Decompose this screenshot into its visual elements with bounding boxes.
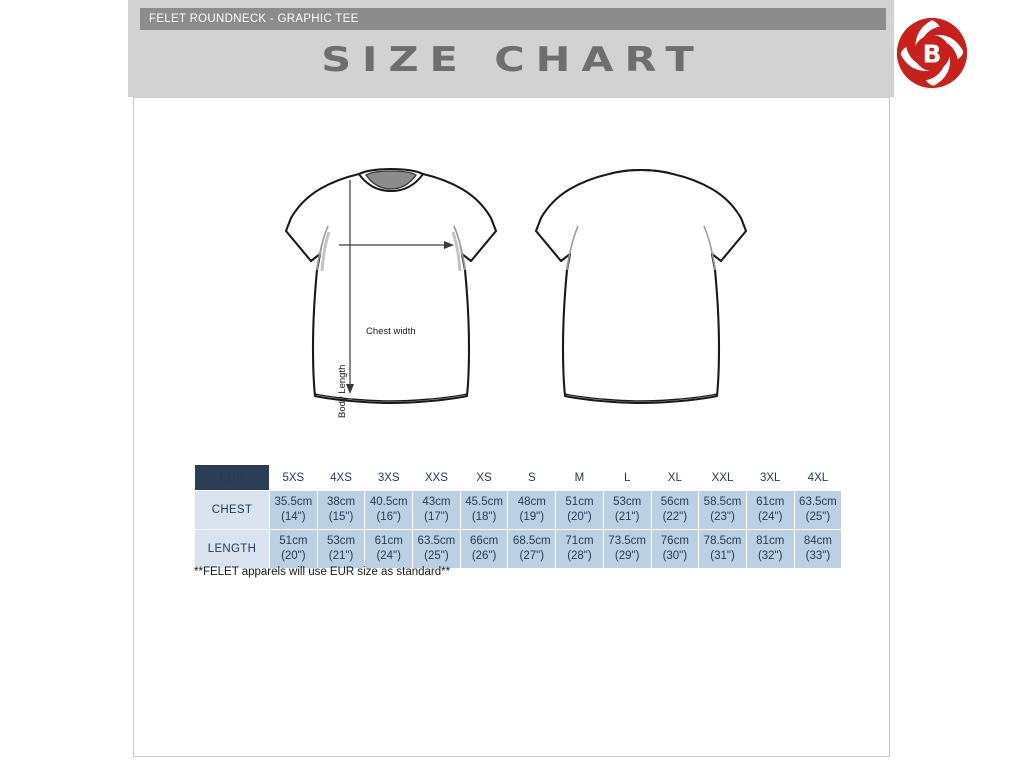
chest-cell-5: 48cm (19") [507,490,557,530]
header-size-4: XS [459,464,509,491]
header-size-6: M [555,464,604,491]
brand-logo-icon: B [896,17,968,89]
length-cell-6: 71cm (28") [555,529,604,569]
length-cell-8: 76cm (30") [650,529,700,569]
length-cell-1: 53cm (21") [316,529,366,569]
chest-cell-7: 53cm (21") [602,490,652,530]
chest-cell-4: 45.5cm (18") [459,490,509,530]
header-size-0: 5XS [269,464,318,491]
content-card: Chest width Body Length EUR 5XS 4XS [133,97,890,757]
size-table-container: EUR 5XS 4XS 3XS XXS XS S M L XL XXL 3XL … [194,464,843,569]
length-cell-2: 61cm (24") [364,529,414,569]
size-table: EUR 5XS 4XS 3XS XXS XS S M L XL XXL 3XL … [194,464,843,569]
chest-cell-2: 40.5cm (16") [364,490,414,530]
length-cell-10: 81cm (32") [745,529,795,569]
header-size-2: 3XS [364,464,414,491]
page-title: SIZE CHART [321,40,705,80]
header-size-1: 4XS [316,464,366,491]
header-eur: EUR [194,464,270,491]
t-shirt-back-view [534,158,749,413]
row-label-chest: CHEST [194,490,270,530]
header-size-7: L [602,464,652,491]
logo-letter: B [922,39,941,68]
t-shirt-back-icon [534,168,748,405]
chest-cell-9: 58.5cm (23") [698,490,747,530]
header-size-11: 4XL [793,464,843,491]
chest-cell-10: 61cm (24") [745,490,795,530]
length-cell-7: 73.5cm (29") [602,529,652,569]
chest-cell-11: 63.5cm (25") [793,490,843,530]
header-size-9: XXL [698,464,747,491]
row-label-length: LENGTH [194,529,270,569]
chest-width-label: Chest width [366,326,416,337]
table-row-length: LENGTH 51cm (20") 53cm (21") 61cm (24") 63.… [194,529,843,569]
t-shirt-front-icon [284,168,498,405]
length-cell-5: 68.5cm (27") [507,529,557,569]
header-size-3: XXS [412,464,461,491]
product-title-bar: FELET ROUNDNECK - GRAPHIC TEE [140,8,886,30]
chest-cell-1: 38cm (15") [316,490,366,530]
header-size-5: S [507,464,557,491]
header-size-8: XL [650,464,700,491]
chest-cell-6: 51cm (20") [555,490,604,530]
footnote: **FELET apparels will use EUR size as st… [194,566,451,578]
brand-logo: B [893,14,971,92]
length-cell-3: 63.5cm (25") [412,529,461,569]
chest-cell-8: 56cm (22") [650,490,700,530]
length-cell-9: 78.5cm (31") [698,529,747,569]
shirt-diagrams: Chest width Body Length [134,158,891,458]
table-header-row: EUR 5XS 4XS 3XS XXS XS S M L XL XXL 3XL … [194,464,843,491]
chest-cell-3: 43cm (17") [412,490,461,530]
table-row-chest: CHEST 35.5cm (14") 38cm (15") 40.5cm (16") … [194,490,843,530]
chest-cell-0: 35.5cm (14") [269,490,318,530]
product-name: FELET ROUNDNECK - GRAPHIC TEE [149,13,359,25]
t-shirt-front-view [284,158,499,413]
header-size-10: 3XL [745,464,795,491]
body-length-label: Body Length [337,364,348,418]
length-cell-0: 51cm (20") [269,529,318,569]
length-cell-4: 66cm (26") [459,529,509,569]
length-cell-11: 84cm (33") [793,529,843,569]
